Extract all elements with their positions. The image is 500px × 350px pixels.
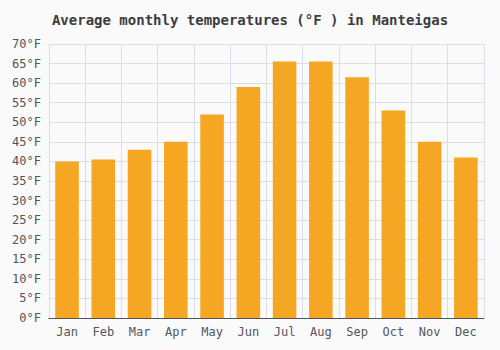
svg-text:70°F: 70°F xyxy=(12,37,41,51)
svg-text:10°F: 10°F xyxy=(12,272,41,286)
svg-text:Dec: Dec xyxy=(455,325,477,339)
svg-text:15°F: 15°F xyxy=(12,252,41,266)
svg-text:0°F: 0°F xyxy=(19,311,41,325)
svg-text:Nov: Nov xyxy=(419,325,441,339)
svg-text:Mar: Mar xyxy=(129,325,151,339)
svg-text:20°F: 20°F xyxy=(12,233,41,247)
svg-text:55°F: 55°F xyxy=(12,96,41,110)
svg-text:45°F: 45°F xyxy=(12,135,41,149)
svg-text:40°F: 40°F xyxy=(12,154,41,168)
svg-text:Oct: Oct xyxy=(383,325,405,339)
svg-text:Jul: Jul xyxy=(274,325,296,339)
svg-text:Jan: Jan xyxy=(56,325,78,339)
svg-text:Aug: Aug xyxy=(310,325,332,339)
svg-text:60°F: 60°F xyxy=(12,76,41,90)
svg-text:May: May xyxy=(201,325,223,339)
svg-text:5°F: 5°F xyxy=(19,291,41,305)
svg-text:Feb: Feb xyxy=(92,325,114,339)
svg-text:50°F: 50°F xyxy=(12,115,41,129)
svg-text:30°F: 30°F xyxy=(12,194,41,208)
svg-text:65°F: 65°F xyxy=(12,57,41,71)
svg-text:Jun: Jun xyxy=(237,325,259,339)
svg-text:25°F: 25°F xyxy=(12,213,41,227)
svg-text:Average monthly temperatures (: Average monthly temperatures (°F ) in Ma… xyxy=(52,12,448,28)
svg-text:Sep: Sep xyxy=(346,325,368,339)
svg-text:35°F: 35°F xyxy=(12,174,41,188)
svg-text:Apr: Apr xyxy=(165,325,187,339)
